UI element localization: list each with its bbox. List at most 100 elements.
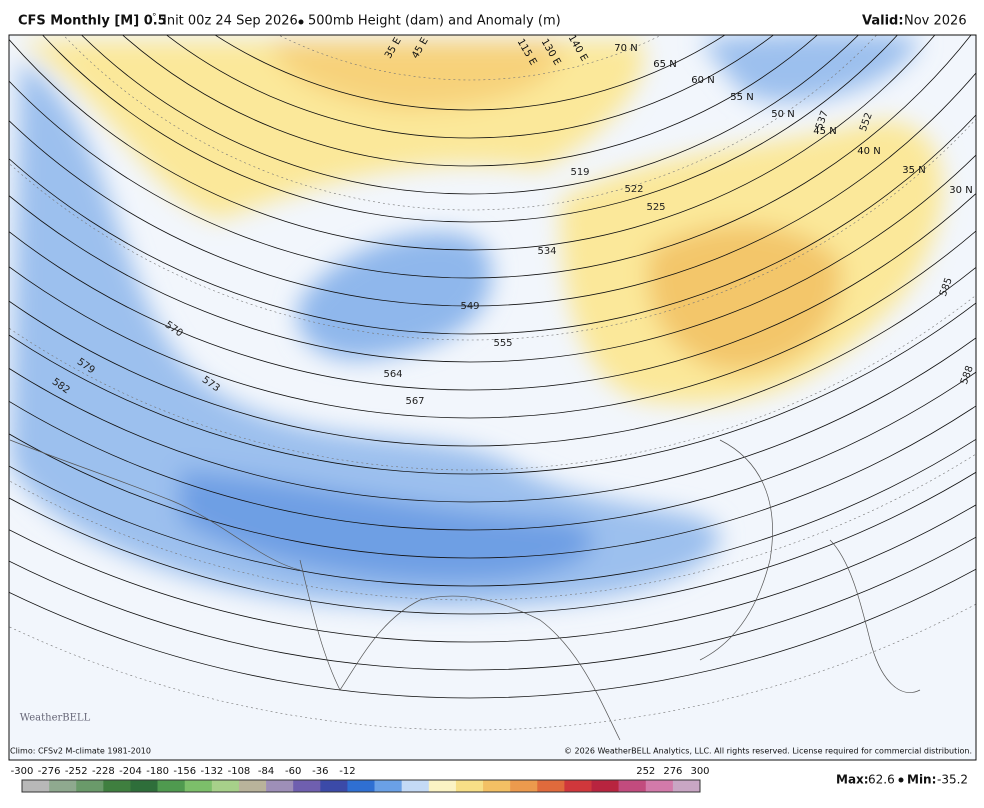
colorbar-bin <box>157 780 186 792</box>
colorbar-bin <box>320 780 348 792</box>
colorbar-bin <box>401 780 430 792</box>
colorbar-bin <box>483 780 511 792</box>
contour <box>9 266 976 447</box>
latitude-label: 30 N <box>949 185 972 196</box>
latitude-label: 65 N <box>653 59 676 70</box>
contour <box>166 35 774 139</box>
colorbar-tick-label: -108 <box>228 766 251 777</box>
colorbar-bin <box>184 780 213 792</box>
latitude-label: 70 N <box>614 43 637 54</box>
colorbar-tick-label: 252 <box>636 766 655 777</box>
logo: WeatherBELL <box>20 713 91 724</box>
colorbar-bin <box>591 780 619 792</box>
contour <box>9 35 972 279</box>
latitude-label: 45 N <box>813 126 836 137</box>
contour-label: 525 <box>646 202 665 213</box>
colorbar-bin <box>347 780 375 792</box>
max-label: Max: <box>836 773 869 787</box>
contour <box>9 154 976 363</box>
colorbar-bin <box>130 780 158 792</box>
separator <box>898 777 904 783</box>
contour-label: 522 <box>624 184 643 195</box>
colorbar-bin <box>455 780 484 792</box>
height-contours <box>9 35 976 699</box>
contour <box>9 438 976 587</box>
colorbar-tick-label: -180 <box>146 766 169 777</box>
contour <box>9 72 976 307</box>
init: Init 00z 24 Sep 2026 <box>163 14 298 29</box>
max: 62.6 <box>868 773 895 787</box>
colorbar-tick-label: -156 <box>173 766 196 777</box>
contour <box>9 371 976 531</box>
contour <box>9 337 976 503</box>
contour <box>9 568 976 699</box>
contour <box>42 35 898 223</box>
colorbar-tick-label: -300 <box>11 766 34 777</box>
colorbar-bin <box>537 780 565 792</box>
contour-label: 519 <box>570 167 589 178</box>
climo: Climo: CFSv2 M-climate 1981-2010 <box>10 747 151 756</box>
colorbar: -300 -276 -252 -228 -204 -180 -156 -132 -108 -84 -… <box>11 766 710 793</box>
colorbar-bin <box>293 780 321 792</box>
contour <box>9 536 976 671</box>
colorbar-frame <box>21 779 701 793</box>
contour <box>9 504 976 643</box>
contour <box>9 192 976 391</box>
latitude-label: 60 N <box>691 75 714 86</box>
contour <box>9 471 976 615</box>
colorbar-tick-label: -276 <box>38 766 61 777</box>
copyright: © 2026 WeatherBELL Analytics, LLC. All r… <box>564 747 972 756</box>
latitude-label: 50 N <box>771 109 794 120</box>
map: 5195225255345495555645675705735795825855… <box>9 35 976 760</box>
contour-label: 534 <box>537 246 556 257</box>
colorbar-bin <box>266 780 294 792</box>
colorbar-bin <box>103 780 131 792</box>
colorbar-tick-label: 276 <box>663 766 682 777</box>
min: -35.2 <box>937 773 968 787</box>
colorbar-tick-label: -132 <box>200 766 223 777</box>
separator <box>298 19 304 25</box>
map-frame <box>8 34 977 761</box>
colorbar-bin <box>510 780 538 792</box>
colorbar-tick-label: -204 <box>119 766 142 777</box>
colorbar-bin <box>672 780 701 792</box>
contour-label: 549 <box>460 301 479 312</box>
graticule <box>9 35 976 730</box>
contour <box>9 302 976 475</box>
contour <box>9 114 976 335</box>
contour <box>9 405 976 559</box>
latitude-label: 55 N <box>730 92 753 103</box>
colorbar-tick-label: 300 <box>690 766 709 777</box>
latitude-label: 40 N <box>857 146 880 157</box>
coastlines <box>9 439 921 741</box>
contour <box>122 35 818 167</box>
valid: Nov 2026 <box>904 14 967 29</box>
contour-label: 555 <box>493 338 512 349</box>
colorbar-bin <box>211 780 240 792</box>
contour-label: 564 <box>383 369 402 380</box>
colorbar-bin <box>76 780 104 792</box>
colorbar-bin <box>618 780 647 792</box>
valid-label: Valid: <box>862 14 904 29</box>
latitude-label: 35 N <box>902 165 925 176</box>
contour <box>81 35 859 195</box>
min-label: Min: <box>907 773 936 787</box>
contour <box>214 35 726 111</box>
colorbar-bin <box>49 780 77 792</box>
colorbar-tick-label: -228 <box>92 766 115 777</box>
colorbar-tick-label: -84 <box>258 766 274 777</box>
colorbar-bin <box>564 780 592 792</box>
colorbar-bin <box>645 780 674 792</box>
colorbar-bin <box>428 780 457 792</box>
colorbar-tick-label: -36 <box>312 766 328 777</box>
variable: 500mb Height (dam) and Anomaly (m) <box>308 14 561 29</box>
colorbar-bin <box>22 780 50 792</box>
colorbar-tick-label: -252 <box>65 766 88 777</box>
contour-label: 567 <box>405 396 424 407</box>
colorbar-bin <box>374 780 402 792</box>
degree: ° <box>152 13 157 23</box>
colorbar-tick-label: -12 <box>339 766 355 777</box>
title: CFS Monthly [M] 0.5 <box>18 14 167 29</box>
